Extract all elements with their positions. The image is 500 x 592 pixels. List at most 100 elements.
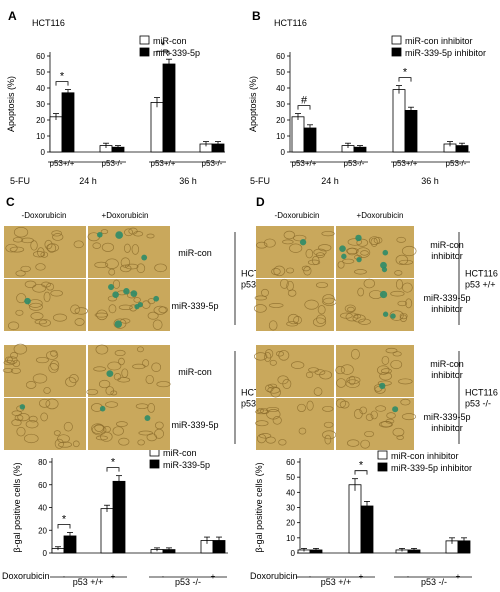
cell-outline — [340, 312, 353, 319]
chart-b-x-tick-label: p53+/+ — [292, 159, 317, 168]
cell-outline — [153, 305, 167, 315]
cell-outline — [38, 319, 51, 327]
chart-a-bar — [150, 102, 164, 153]
cell-outline — [10, 351, 18, 359]
stained-cell — [97, 231, 103, 238]
cell-outline — [94, 261, 109, 269]
micrograph-c-image — [4, 279, 88, 331]
cell-outline — [298, 427, 307, 435]
cell-outline — [154, 428, 165, 439]
stained-cell — [382, 249, 389, 256]
cell-outline — [158, 306, 168, 314]
cell-outline — [131, 244, 140, 255]
cell-outline — [385, 347, 398, 354]
cell-outline — [28, 302, 43, 311]
chart-b-bar — [353, 146, 367, 153]
cell-outline — [347, 238, 363, 246]
cell-outline — [396, 435, 404, 440]
cell-outline — [321, 231, 335, 237]
cell-outline — [146, 233, 155, 239]
cell-outline — [120, 318, 131, 324]
chart-b-y-tick-label: 10 — [276, 132, 285, 141]
stained-cell — [382, 311, 389, 317]
chart-d-x-tick-label: + — [456, 572, 461, 581]
cell-outline — [266, 409, 281, 420]
micrograph-d-image-field — [256, 226, 334, 278]
cell-outline — [103, 426, 111, 433]
cell-outline — [345, 312, 359, 322]
cell-outline — [8, 321, 20, 331]
cell-outline — [381, 355, 390, 365]
chart-a-panel-letter: A — [8, 9, 17, 23]
cell-outline — [50, 360, 60, 371]
chart-a-legend-swatch — [139, 47, 150, 57]
chart-c-significance-marker: * — [62, 514, 67, 526]
cell-outline — [57, 434, 70, 444]
cell-outline — [51, 230, 62, 237]
cell-outline — [69, 373, 79, 384]
chart-c-bar — [63, 535, 77, 554]
chart-a-x-tick-label: p53-/- — [202, 159, 223, 168]
micrograph-d-image — [335, 398, 417, 450]
cell-outline — [52, 233, 64, 241]
cell-outline — [115, 421, 128, 427]
cell-outline — [105, 258, 119, 269]
micrograph-c-group-label: p53 -/- — [241, 399, 267, 409]
stained-cell — [108, 284, 115, 291]
micrograph-d-row-label: inhibitor — [431, 423, 463, 433]
cell-outline — [335, 398, 347, 409]
cell-outline — [359, 406, 368, 415]
cell-outline — [255, 409, 270, 415]
cell-outline — [266, 406, 280, 413]
cell-outline — [74, 318, 85, 326]
cell-outline — [72, 440, 80, 448]
cell-outline — [151, 362, 162, 372]
chart-b-title: HCT116 — [274, 18, 307, 28]
cell-outline — [137, 346, 144, 353]
cell-outline — [96, 309, 108, 321]
cell-outline — [399, 313, 408, 320]
chart-d-y-tick-label: 40 — [286, 488, 295, 497]
cell-outline — [268, 303, 284, 308]
cell-outline — [313, 387, 323, 396]
stained-cell — [379, 382, 386, 390]
cell-outline — [373, 236, 383, 244]
cell-outline — [35, 263, 46, 271]
chart-a-y-tick-label: 60 — [36, 52, 45, 61]
chart-b-legend-label: miR-con inhibitor — [405, 36, 473, 46]
cell-outline — [255, 420, 269, 427]
chart-d-significance-bracket — [354, 470, 368, 475]
chart-d-bar — [407, 549, 421, 554]
chart-b-y-tick-label: 50 — [276, 68, 285, 77]
cell-outline — [401, 413, 417, 421]
cell-outline — [308, 367, 319, 373]
cell-outline — [324, 434, 332, 445]
cell-outline — [41, 281, 51, 288]
cell-outline — [86, 388, 99, 396]
chart-b-treatment-label: 5-FU — [250, 176, 270, 186]
micrograph-d-row-label: miR-339-5p — [423, 293, 470, 303]
micrograph-d-row-label: miR-339-5p — [423, 412, 470, 422]
stained-cell — [144, 415, 151, 421]
cell-outline — [46, 350, 59, 360]
cell-outline — [125, 263, 139, 270]
chart-c-y-tick-label: 60 — [38, 481, 47, 490]
cell-outline — [256, 241, 268, 249]
cell-outline — [303, 266, 312, 276]
cell-outline — [65, 376, 77, 388]
chart-a-bar — [211, 143, 225, 153]
chart-b-legend-label: miR-339-5p inhibitor — [405, 48, 486, 58]
cell-outline — [344, 304, 356, 313]
chart-c-y-tick-label: 0 — [43, 549, 48, 558]
stained-cell — [299, 239, 307, 246]
cell-outline — [17, 413, 30, 422]
cell-outline — [14, 414, 24, 421]
cell-outline — [154, 263, 167, 273]
cell-outline — [91, 424, 107, 436]
cell-outline — [32, 283, 47, 293]
chart-c-y-tick-label: 80 — [38, 458, 47, 467]
cell-outline — [346, 247, 359, 255]
chart-b-x-tick-label: p53+/+ — [393, 159, 418, 168]
cell-outline — [94, 312, 109, 318]
